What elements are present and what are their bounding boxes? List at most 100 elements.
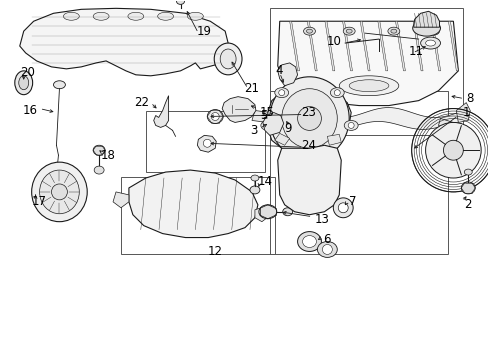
Ellipse shape	[334, 90, 340, 96]
Ellipse shape	[322, 244, 332, 255]
Ellipse shape	[333, 198, 353, 218]
Ellipse shape	[428, 27, 440, 35]
Text: 14: 14	[258, 175, 273, 189]
Text: 3: 3	[250, 124, 258, 137]
Ellipse shape	[211, 113, 219, 121]
Bar	[270, 8, 464, 135]
Ellipse shape	[330, 88, 344, 98]
Ellipse shape	[203, 139, 211, 147]
Ellipse shape	[53, 81, 65, 89]
Ellipse shape	[93, 145, 105, 155]
Ellipse shape	[426, 122, 481, 178]
Ellipse shape	[250, 186, 260, 194]
Polygon shape	[290, 21, 299, 71]
Polygon shape	[378, 21, 388, 71]
Ellipse shape	[339, 76, 399, 96]
Polygon shape	[20, 8, 228, 76]
Polygon shape	[278, 63, 297, 86]
Text: 24: 24	[301, 139, 317, 152]
Ellipse shape	[426, 40, 436, 46]
Polygon shape	[129, 170, 258, 238]
Ellipse shape	[431, 29, 437, 33]
Ellipse shape	[128, 12, 144, 20]
Ellipse shape	[283, 208, 293, 216]
Bar	[270, 91, 448, 255]
Polygon shape	[255, 206, 270, 222]
Polygon shape	[263, 113, 284, 135]
Bar	[121, 177, 275, 255]
Ellipse shape	[338, 203, 348, 213]
Ellipse shape	[346, 29, 352, 33]
Text: 16: 16	[23, 104, 38, 117]
Polygon shape	[268, 89, 351, 150]
Polygon shape	[252, 111, 272, 122]
Ellipse shape	[348, 122, 354, 129]
Polygon shape	[307, 21, 317, 71]
Text: 19: 19	[196, 24, 211, 38]
Ellipse shape	[279, 90, 285, 96]
Ellipse shape	[275, 88, 289, 98]
Polygon shape	[325, 21, 335, 71]
Ellipse shape	[343, 27, 355, 35]
Ellipse shape	[465, 169, 472, 175]
Ellipse shape	[282, 89, 337, 148]
Ellipse shape	[297, 107, 321, 130]
Ellipse shape	[176, 0, 184, 4]
Text: 11: 11	[409, 45, 424, 58]
Text: 7: 7	[349, 195, 357, 208]
Polygon shape	[222, 96, 256, 122]
Ellipse shape	[220, 49, 236, 69]
Text: 10: 10	[326, 35, 341, 48]
Polygon shape	[154, 96, 169, 127]
Ellipse shape	[259, 205, 277, 219]
Polygon shape	[343, 21, 352, 71]
Polygon shape	[439, 118, 466, 138]
Polygon shape	[448, 21, 458, 71]
Ellipse shape	[32, 162, 87, 222]
Text: 5: 5	[260, 109, 267, 122]
Ellipse shape	[391, 29, 397, 33]
Text: 13: 13	[315, 213, 329, 226]
Polygon shape	[278, 145, 341, 215]
Ellipse shape	[413, 20, 441, 36]
Text: 17: 17	[32, 195, 47, 208]
Ellipse shape	[158, 12, 173, 20]
Text: 12: 12	[208, 245, 223, 258]
Text: 1: 1	[462, 106, 470, 119]
Ellipse shape	[307, 29, 313, 33]
Text: 22: 22	[134, 96, 149, 109]
Polygon shape	[272, 108, 458, 129]
Text: 20: 20	[20, 66, 35, 79]
Text: 18: 18	[101, 149, 116, 162]
Polygon shape	[431, 21, 441, 71]
Polygon shape	[360, 21, 370, 71]
Ellipse shape	[40, 170, 79, 214]
Ellipse shape	[388, 27, 400, 35]
Polygon shape	[414, 11, 440, 27]
Ellipse shape	[93, 12, 109, 20]
Ellipse shape	[261, 121, 275, 130]
Ellipse shape	[265, 122, 271, 129]
Ellipse shape	[461, 182, 475, 194]
Ellipse shape	[443, 140, 464, 160]
Ellipse shape	[207, 109, 223, 123]
Ellipse shape	[349, 80, 389, 92]
Ellipse shape	[270, 77, 349, 160]
Ellipse shape	[344, 121, 358, 130]
Text: 21: 21	[244, 82, 259, 95]
Polygon shape	[278, 21, 458, 105]
Text: 6: 6	[323, 233, 331, 246]
Text: 23: 23	[301, 106, 317, 119]
Ellipse shape	[63, 12, 79, 20]
Ellipse shape	[19, 76, 29, 90]
Ellipse shape	[51, 184, 68, 200]
Ellipse shape	[297, 231, 321, 251]
Ellipse shape	[15, 71, 33, 95]
Polygon shape	[197, 135, 216, 152]
Text: 4: 4	[276, 64, 283, 77]
Ellipse shape	[302, 235, 317, 247]
Ellipse shape	[303, 27, 316, 35]
Ellipse shape	[318, 242, 337, 257]
Text: 9: 9	[285, 122, 292, 135]
Polygon shape	[413, 21, 423, 71]
